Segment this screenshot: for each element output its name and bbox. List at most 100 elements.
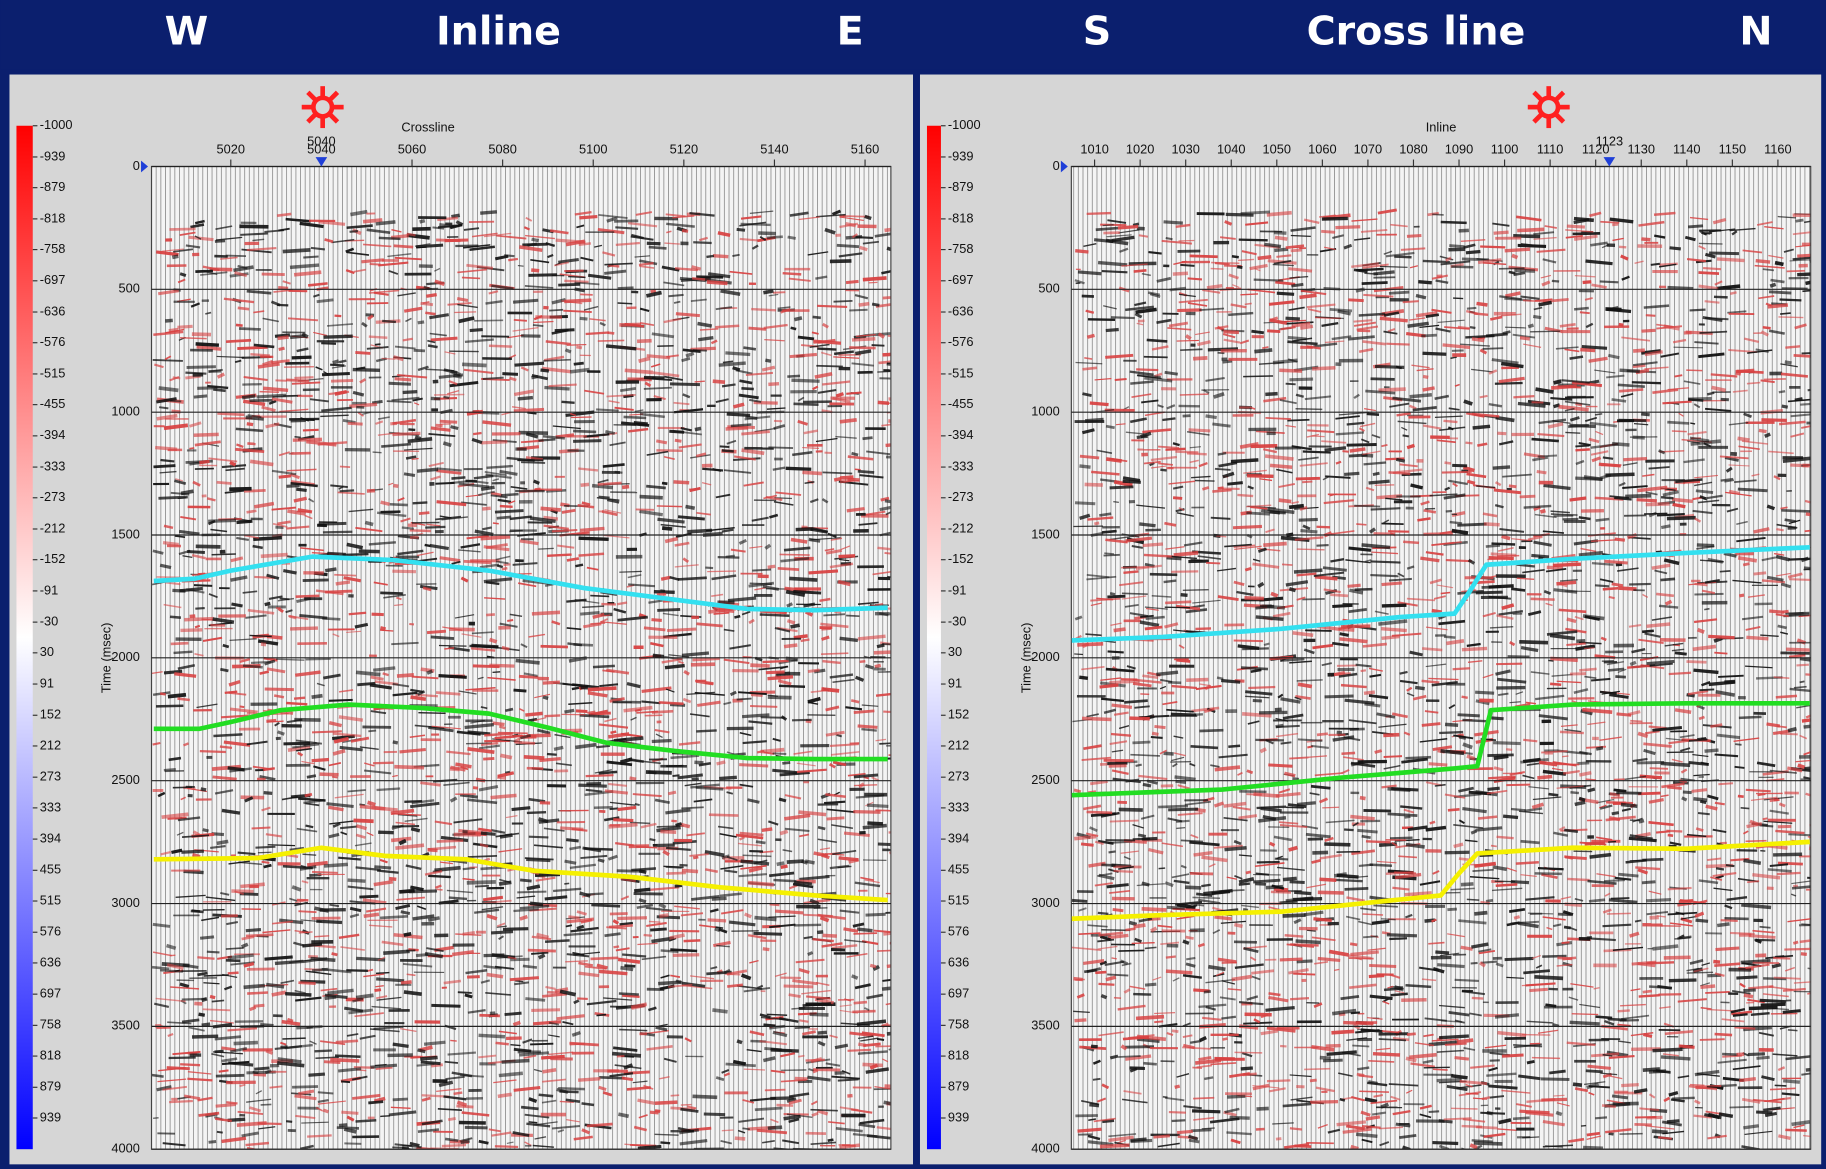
seismic-event <box>396 673 415 678</box>
seismic-event <box>849 346 876 350</box>
seismic-event <box>152 741 161 746</box>
seismic-event <box>1218 753 1248 759</box>
seismic-event <box>350 736 370 743</box>
seismic-event <box>420 667 435 673</box>
seismic-event <box>473 474 494 480</box>
seismic-event <box>1097 945 1118 950</box>
seismic-event <box>1241 712 1272 718</box>
seismic-event <box>320 987 338 992</box>
seismic-event <box>767 564 776 569</box>
seismic-event <box>696 729 717 733</box>
seismic-event <box>1375 1047 1391 1051</box>
seismic-event <box>673 401 690 406</box>
seismic-event <box>1136 1037 1160 1044</box>
seismic-event <box>1170 712 1197 717</box>
seismic-event <box>486 613 495 617</box>
seismic-event <box>608 822 638 829</box>
seismic-event <box>528 633 546 638</box>
seismic-event <box>1608 1054 1635 1060</box>
seismic-event <box>1498 1118 1512 1125</box>
seismic-event <box>1238 814 1258 820</box>
seismic-event <box>277 1060 305 1068</box>
seismic-event <box>1428 1040 1459 1047</box>
seismic-event <box>180 796 186 801</box>
seismic-event <box>1322 566 1347 572</box>
seismic-event <box>1378 619 1408 626</box>
seismic-event <box>836 243 860 249</box>
seismic-event <box>1316 525 1331 529</box>
seismic-event <box>617 286 634 291</box>
seismic-event <box>1365 840 1391 844</box>
seismic-event <box>1257 547 1281 552</box>
seismic-event <box>750 705 778 708</box>
seismic-event <box>352 1093 381 1100</box>
seismic-event <box>835 392 844 398</box>
seismic-event <box>226 1101 238 1105</box>
seismic-event <box>1128 261 1157 266</box>
seismic-event <box>770 1096 794 1101</box>
seismic-event <box>196 345 222 351</box>
seismic-event <box>598 723 629 729</box>
seismic-event <box>703 1112 726 1117</box>
seismic-event <box>663 865 684 868</box>
seismic-event <box>231 602 243 608</box>
seismic-event <box>152 951 172 957</box>
y-tick-label: 0 <box>133 158 140 173</box>
seismic-event <box>221 1060 250 1066</box>
seismic-event <box>175 894 206 898</box>
seismic-event <box>685 351 695 358</box>
seismic-event <box>448 379 458 386</box>
seismic-event <box>1608 1132 1614 1136</box>
seismic-event <box>402 337 414 342</box>
seismic-event <box>1291 500 1299 505</box>
seismic-event <box>403 990 422 996</box>
seismic-event <box>1123 988 1131 994</box>
seismic-event <box>440 861 453 865</box>
seismic-event <box>452 949 475 957</box>
seismic-event <box>1787 726 1797 733</box>
seismic-event <box>1131 942 1155 945</box>
seismic-event <box>1071 946 1102 951</box>
seismic-event <box>300 919 322 923</box>
seismic-event <box>1177 308 1202 313</box>
seismic-event <box>1131 544 1144 549</box>
seismic-event <box>533 1068 543 1073</box>
seismic-event <box>420 1060 441 1066</box>
seismic-event <box>601 510 618 517</box>
seismic-event <box>1528 786 1549 790</box>
seismic-event <box>287 317 319 322</box>
seismic-event <box>1488 1066 1498 1072</box>
seismic-event <box>286 468 317 472</box>
seismic-event <box>1456 1038 1474 1044</box>
seismic-event <box>813 338 836 345</box>
seismic-event <box>482 420 512 427</box>
seismic-event <box>153 464 176 469</box>
seismic-event <box>221 1046 237 1052</box>
seismic-event <box>426 669 434 675</box>
seismic-event <box>524 234 555 240</box>
seismic-event <box>533 320 554 324</box>
seismic-event <box>793 402 819 406</box>
seismic-event <box>1566 1041 1596 1047</box>
seismic-event <box>366 907 387 913</box>
seismic-event <box>822 659 841 665</box>
seismic-event <box>1142 674 1159 680</box>
seismic-event <box>1371 551 1399 555</box>
seismic-event <box>417 365 429 372</box>
seismic-event <box>1305 832 1331 839</box>
seismic-event <box>1784 947 1811 951</box>
seismic-event <box>1546 565 1563 570</box>
seismic-event <box>669 429 685 434</box>
seismic-event <box>1478 950 1496 955</box>
seismic-event <box>228 679 241 687</box>
seismic-event <box>1422 424 1442 430</box>
seismic-event <box>1139 620 1160 628</box>
seismic-event <box>1336 873 1359 879</box>
seismic-event <box>243 961 255 968</box>
seismic-event <box>392 813 421 816</box>
seismic-event <box>158 495 188 500</box>
seismic-event <box>670 974 681 978</box>
seismic-event <box>1421 679 1440 684</box>
seismic-event <box>672 953 700 957</box>
seismic-event <box>1463 399 1473 406</box>
